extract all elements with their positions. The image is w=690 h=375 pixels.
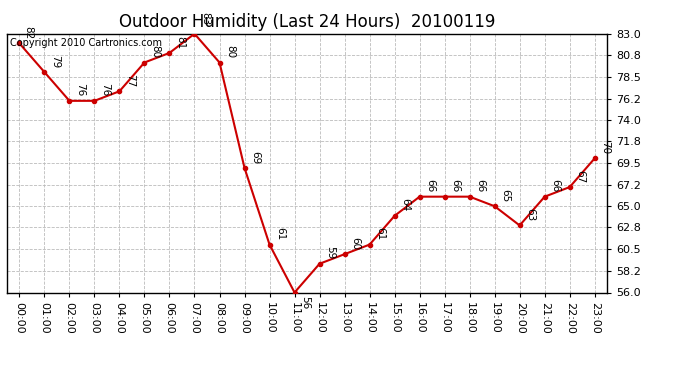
Text: Copyright 2010 Cartronics.com: Copyright 2010 Cartronics.com [10, 38, 162, 48]
Text: 63: 63 [525, 208, 535, 221]
Text: 76: 76 [75, 83, 85, 97]
Text: 77: 77 [125, 74, 135, 87]
Text: 56: 56 [300, 296, 310, 309]
Text: 59: 59 [325, 246, 335, 259]
Text: 80: 80 [150, 45, 160, 58]
Text: 61: 61 [275, 227, 285, 240]
Text: 79: 79 [50, 55, 60, 68]
Text: 81: 81 [175, 36, 185, 49]
Text: 65: 65 [500, 189, 510, 202]
Text: 70: 70 [600, 141, 610, 154]
Text: 69: 69 [250, 150, 260, 164]
Title: Outdoor Humidity (Last 24 Hours)  20100119: Outdoor Humidity (Last 24 Hours) 2010011… [119, 13, 495, 31]
Text: 76: 76 [100, 83, 110, 97]
Text: 82: 82 [23, 26, 34, 39]
Text: 80: 80 [225, 45, 235, 58]
Text: 60: 60 [350, 237, 360, 250]
Text: 83: 83 [200, 12, 210, 26]
Text: 67: 67 [575, 170, 585, 183]
Text: 66: 66 [550, 179, 560, 192]
Text: 64: 64 [400, 198, 410, 211]
Text: 61: 61 [375, 227, 385, 240]
Text: 66: 66 [475, 179, 485, 192]
Text: 66: 66 [450, 179, 460, 192]
Text: 66: 66 [425, 179, 435, 192]
